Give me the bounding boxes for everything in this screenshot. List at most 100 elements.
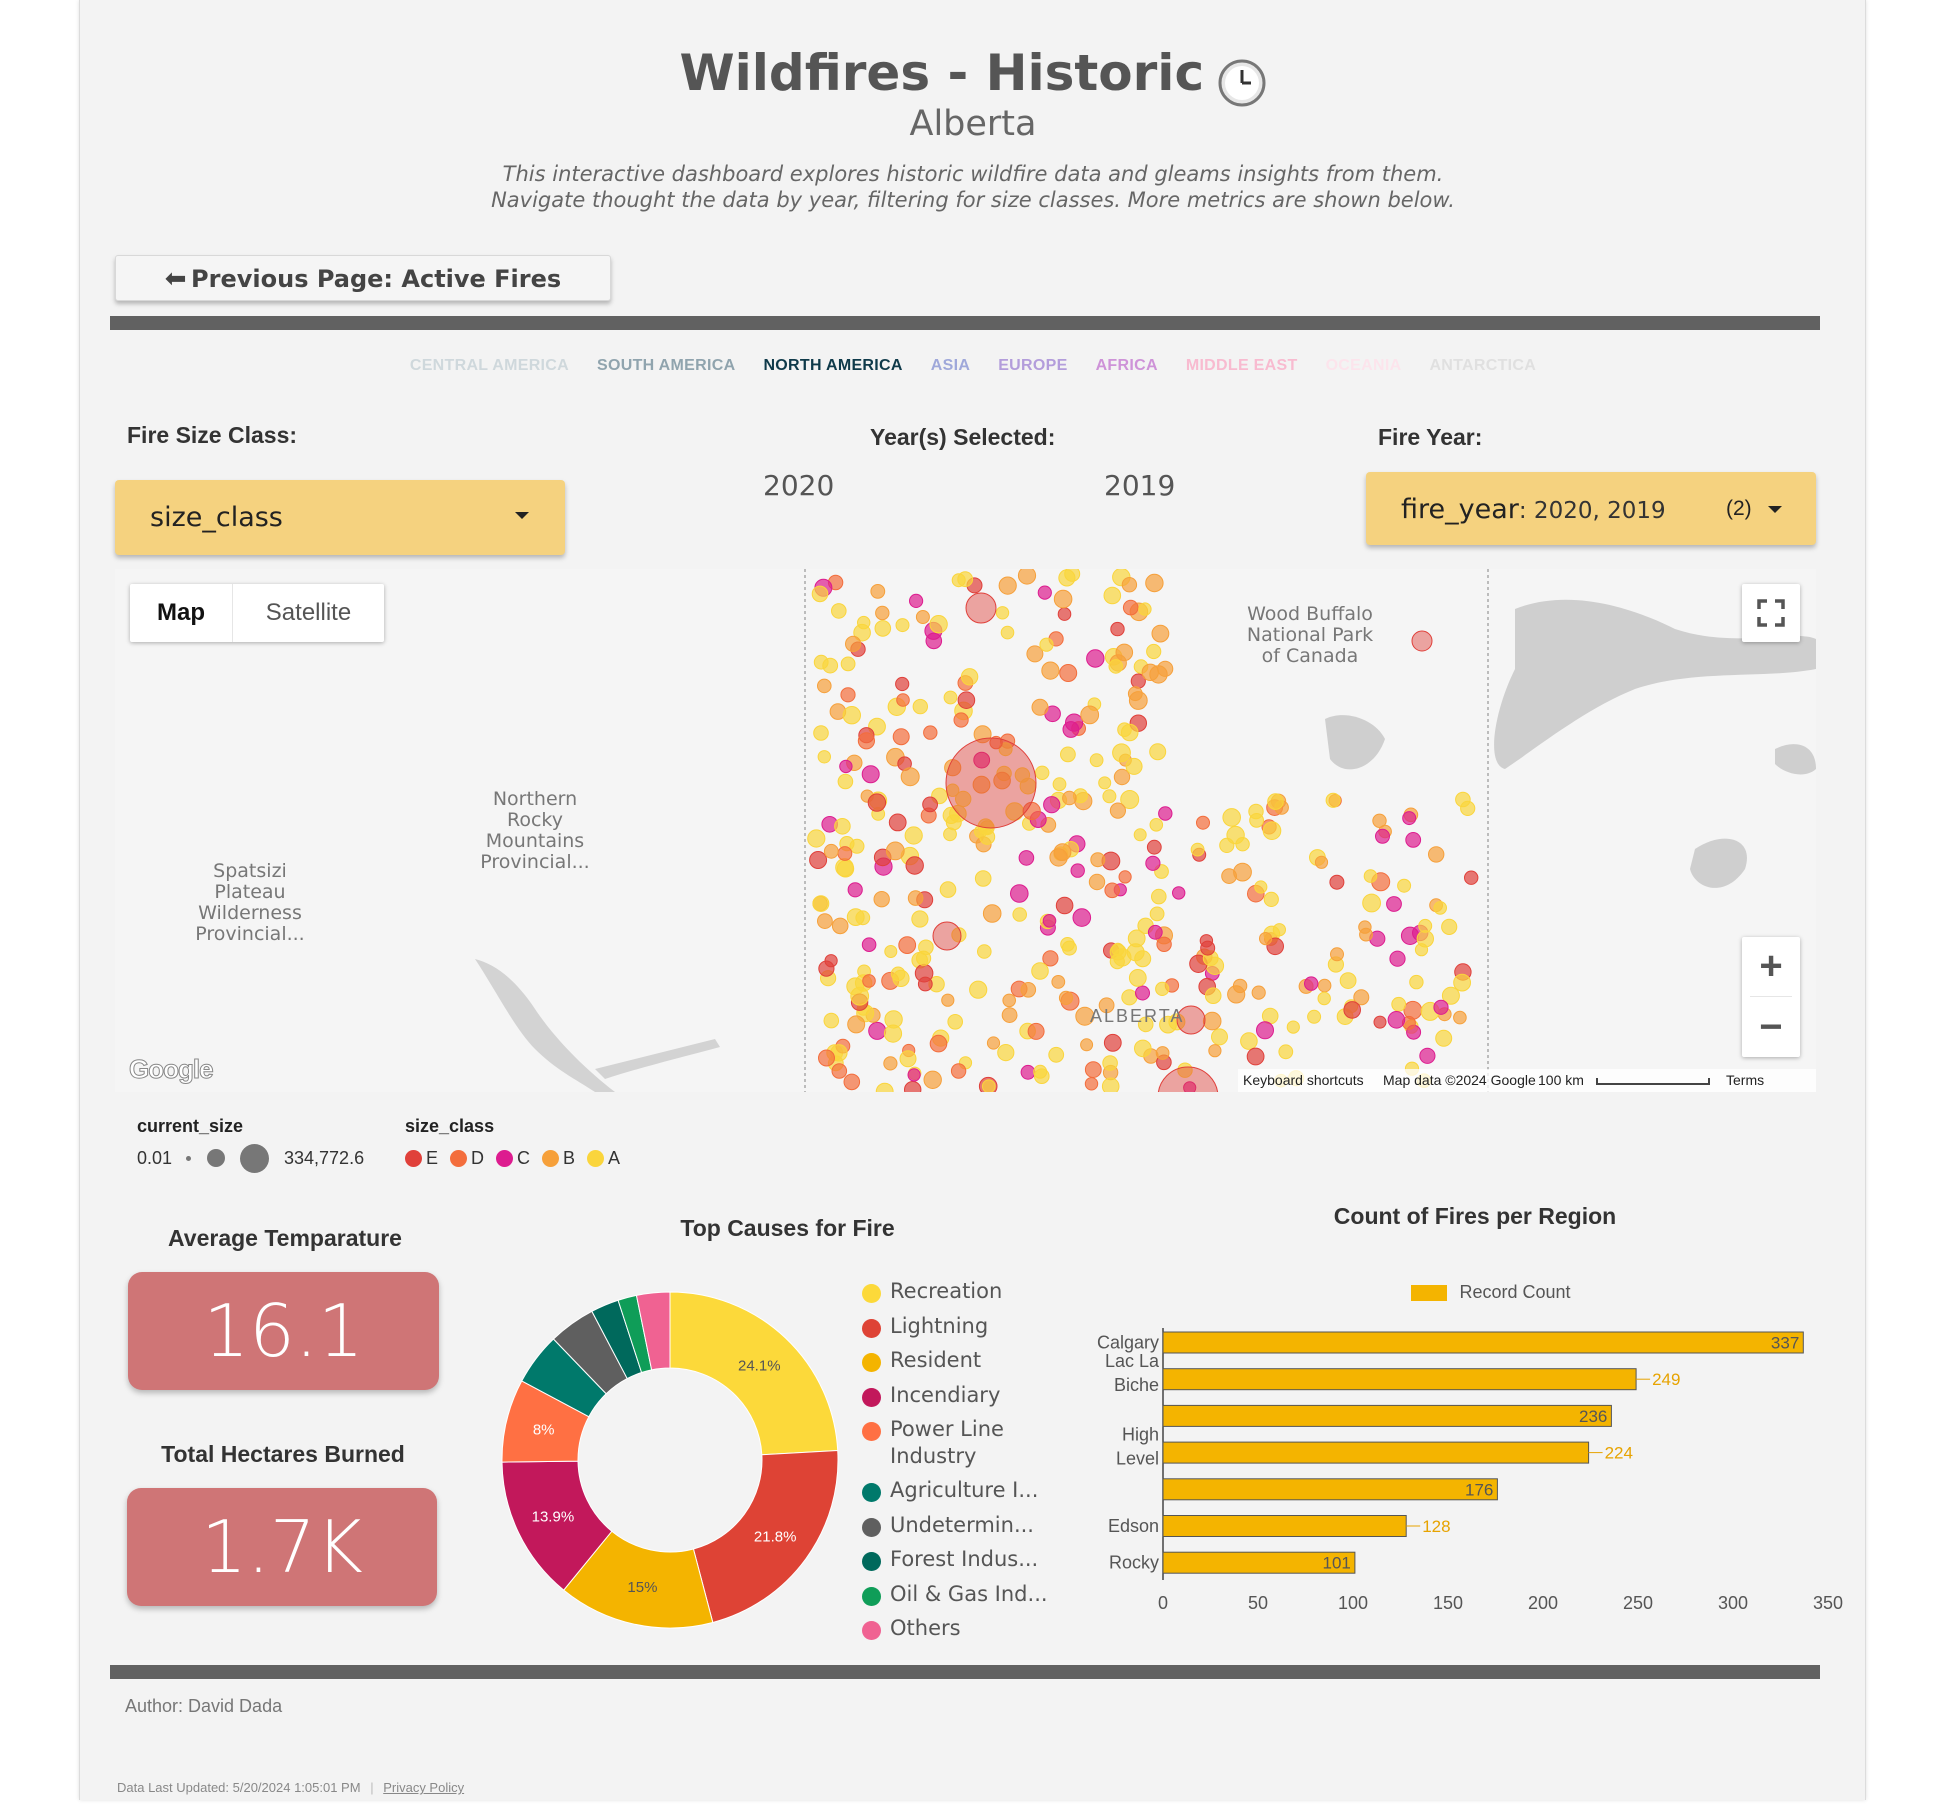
fire-point[interactable]: [812, 895, 830, 913]
fire-point[interactable]: [1039, 637, 1054, 652]
fire-point[interactable]: [1017, 569, 1037, 585]
fire-point[interactable]: [1098, 997, 1115, 1014]
fire-point[interactable]: [1080, 705, 1100, 725]
fire-point[interactable]: [849, 838, 865, 854]
fire-point[interactable]: [923, 725, 938, 740]
fire-point[interactable]: [1147, 924, 1163, 940]
fire-point[interactable]: [1103, 586, 1122, 605]
fire-point[interactable]: [846, 908, 865, 927]
fire-point[interactable]: [1172, 886, 1186, 900]
fire-point[interactable]: [1221, 868, 1237, 885]
fire-point[interactable]: [823, 1012, 840, 1029]
region-tab-4[interactable]: EUROPE: [998, 357, 1068, 374]
fire-point[interactable]: [1330, 947, 1344, 962]
fire-point[interactable]: [1208, 1044, 1222, 1058]
fire-point[interactable]: [998, 742, 1013, 757]
fire-point[interactable]: [1149, 818, 1164, 832]
fire-point[interactable]: [1149, 743, 1167, 761]
fire-point[interactable]: [1453, 973, 1471, 992]
fire-point[interactable]: [1339, 972, 1357, 990]
fire-point[interactable]: [900, 767, 920, 787]
fire-point[interactable]: [986, 1036, 1001, 1050]
fire-point[interactable]: [818, 1049, 835, 1067]
fire-point[interactable]: [1053, 589, 1073, 609]
keyboard-shortcuts-link[interactable]: Keyboard shortcuts: [1243, 1072, 1364, 1088]
fire-point[interactable]: [1263, 891, 1279, 907]
zoom-out-button[interactable]: −: [1759, 1005, 1783, 1049]
fire-point[interactable]: [1052, 777, 1067, 792]
fire-point[interactable]: [1402, 811, 1417, 826]
fire-point[interactable]: [807, 829, 826, 848]
fire-point[interactable]: [898, 936, 917, 955]
fire-point[interactable]: [1272, 923, 1287, 937]
fire-point[interactable]: [998, 576, 1017, 595]
fire-point[interactable]: [1138, 602, 1152, 616]
fire-point[interactable]: [884, 945, 898, 958]
fire-point[interactable]: [809, 851, 828, 869]
fire-point[interactable]: [957, 691, 976, 709]
fire-point[interactable]: [989, 735, 1003, 750]
fire-point[interactable]: [1043, 796, 1061, 814]
region-tab-5[interactable]: AFRICA: [1095, 357, 1158, 374]
fire-point[interactable]: [817, 750, 831, 764]
fire-point-large[interactable]: [1176, 1005, 1206, 1035]
fire-point[interactable]: [1122, 599, 1139, 616]
fire-point[interactable]: [979, 828, 996, 845]
bar[interactable]: [1162, 1404, 1612, 1427]
fire-point[interactable]: [837, 773, 854, 790]
fire-point[interactable]: [1103, 1033, 1122, 1052]
fire-point[interactable]: [1453, 1010, 1467, 1025]
fire-point[interactable]: [1027, 1022, 1045, 1040]
fire-point[interactable]: [1020, 1064, 1036, 1080]
fire-point[interactable]: [1012, 907, 1028, 922]
fire-point[interactable]: [1041, 661, 1060, 680]
fire-point[interactable]: [857, 732, 876, 750]
fire-point[interactable]: [895, 618, 910, 633]
fire-point[interactable]: [1222, 808, 1241, 827]
fire-point[interactable]: [1372, 813, 1387, 829]
fire-point[interactable]: [1353, 989, 1370, 1006]
fire-point[interactable]: [977, 944, 992, 959]
fire-point[interactable]: [845, 635, 862, 653]
fire-point[interactable]: [1329, 874, 1345, 890]
fire-point[interactable]: [1307, 1009, 1322, 1024]
fire-point[interactable]: [840, 656, 856, 672]
fire-point[interactable]: [1112, 743, 1131, 763]
fire-point[interactable]: [1059, 664, 1078, 682]
fire-point[interactable]: [1375, 828, 1390, 844]
fire-point[interactable]: [861, 765, 880, 784]
fire-point[interactable]: [835, 858, 854, 877]
fire-point[interactable]: [888, 813, 907, 832]
fire-point[interactable]: [1057, 607, 1072, 621]
fire-point[interactable]: [943, 690, 958, 705]
fire-point[interactable]: [892, 728, 910, 746]
fire-point[interactable]: [1358, 920, 1372, 934]
fire-point[interactable]: [981, 1079, 996, 1092]
fire-point[interactable]: [875, 605, 890, 621]
fire-point[interactable]: [1090, 852, 1106, 868]
fire-point[interactable]: [907, 890, 924, 906]
fire-point[interactable]: [1002, 993, 1017, 1008]
fire-point[interactable]: [995, 606, 1010, 620]
fire-point-large[interactable]: [965, 592, 997, 624]
fire-point[interactable]: [1428, 846, 1445, 863]
fire-point[interactable]: [1010, 884, 1029, 903]
map-canvas[interactable]: [115, 569, 1816, 1092]
fire-point[interactable]: [904, 826, 923, 845]
fire-point[interactable]: [1145, 855, 1161, 871]
fire-point[interactable]: [1317, 991, 1331, 1006]
fire-point[interactable]: [1391, 996, 1407, 1012]
fire-point[interactable]: [914, 963, 934, 983]
fire-point[interactable]: [1211, 1028, 1228, 1046]
bar[interactable]: [1162, 1478, 1498, 1501]
donut-slice[interactable]: [635, 1291, 671, 1371]
fire-point[interactable]: [1062, 721, 1080, 738]
fire-point[interactable]: [1120, 723, 1139, 742]
fire-point[interactable]: [1108, 659, 1124, 674]
fire-point[interactable]: [861, 937, 877, 953]
fire-point[interactable]: [1146, 643, 1162, 660]
fire-point[interactable]: [1110, 621, 1125, 637]
fire-point[interactable]: [1061, 940, 1077, 956]
fire-point[interactable]: [969, 980, 988, 999]
fire-point[interactable]: [1190, 842, 1205, 857]
